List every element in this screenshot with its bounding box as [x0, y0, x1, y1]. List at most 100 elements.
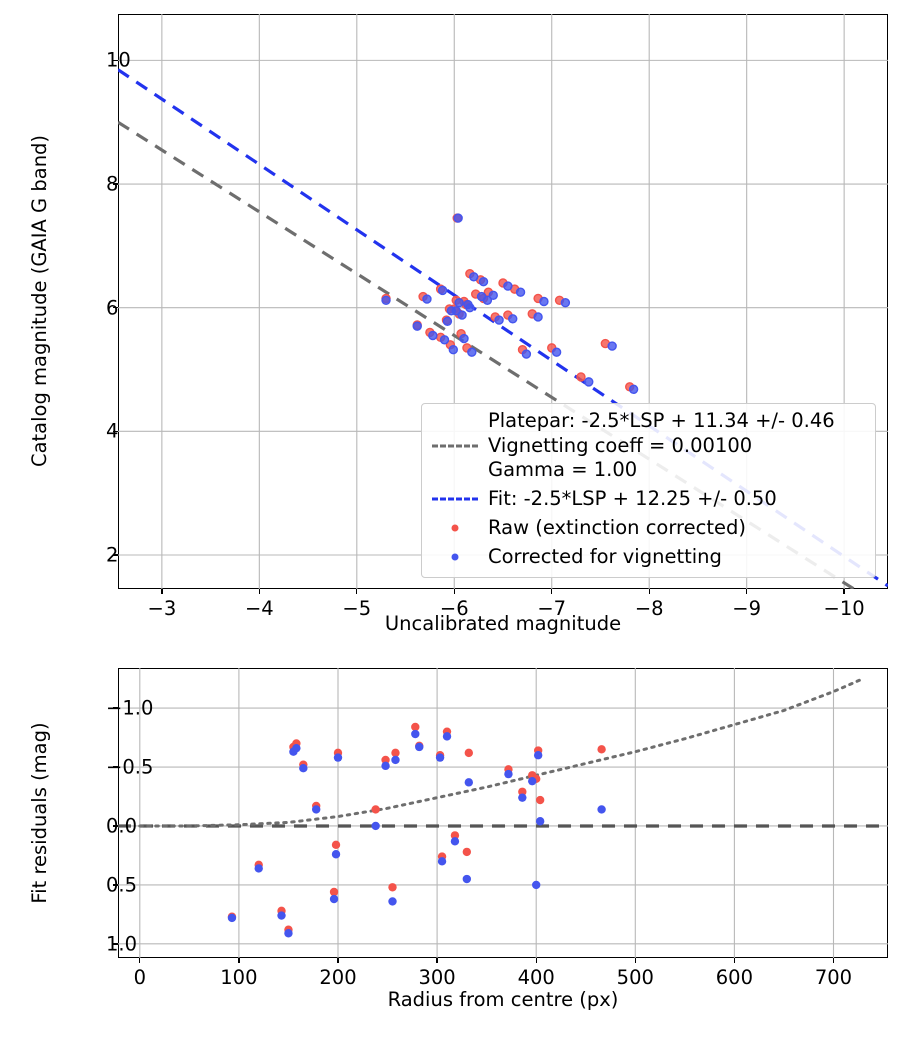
top-panel-legend: Platepar: -2.5*LSP + 11.34 +/- 0.46 Vign… — [421, 403, 876, 578]
x-tickmark — [843, 589, 845, 594]
y-tickmark — [113, 884, 118, 886]
data-point — [597, 805, 606, 814]
data-point — [518, 793, 527, 802]
x-tickmark — [733, 958, 736, 963]
data-point — [329, 887, 339, 897]
legend-row-corrected: Corrected for vignetting — [430, 546, 722, 567]
legend-row-raw: Raw (extinction corrected) — [430, 517, 746, 538]
x-tick-label: 500 — [616, 966, 654, 989]
data-point — [467, 347, 477, 357]
data-point — [442, 732, 452, 741]
data-point — [299, 764, 308, 773]
data-point — [292, 743, 301, 753]
data-point — [584, 377, 594, 387]
legend-row-fit: Fit: -2.5*LSP + 12.25 +/- 0.50 — [430, 488, 777, 509]
legend-handle-vignetting — [430, 436, 480, 456]
data-point — [415, 742, 424, 752]
data-point — [388, 883, 397, 892]
data-point — [607, 341, 617, 351]
x-tick-label: 200 — [319, 966, 357, 989]
data-point — [494, 315, 504, 325]
data-point — [518, 787, 527, 796]
data-point — [381, 295, 391, 305]
data-point — [533, 751, 543, 760]
x-tickmark — [648, 589, 650, 594]
x-tickmark — [139, 958, 141, 963]
x-tick-label: −3 — [147, 597, 177, 620]
data-point — [488, 290, 498, 301]
data-point — [284, 929, 293, 938]
y-tickmark — [113, 943, 118, 945]
x-tick-label: −10 — [823, 597, 865, 620]
data-point — [528, 776, 537, 786]
x-tickmark — [238, 958, 240, 963]
legend-handle-fit — [430, 489, 480, 509]
data-point — [464, 778, 474, 787]
bottom-xlabel: Radius from centre (px) — [387, 988, 619, 1011]
data-point — [454, 298, 464, 308]
x-tick-label: 400 — [517, 966, 555, 989]
y-tickmark — [113, 183, 118, 185]
data-point — [428, 330, 438, 341]
data-point — [435, 753, 445, 762]
bottom-ylabel: Fit residuals (mag) — [28, 722, 51, 904]
x-tick-label: −9 — [732, 597, 762, 620]
data-point — [521, 349, 532, 359]
top-xlabel: Uncalibrated magnitude — [384, 612, 622, 635]
red-dot-marker-icon — [451, 524, 459, 532]
data-point — [277, 911, 286, 920]
x-tickmark — [634, 958, 636, 963]
x-tick-label: 100 — [220, 966, 258, 989]
x-tickmark — [832, 958, 835, 963]
x-tick-label: −6 — [439, 597, 469, 620]
data-point — [331, 850, 341, 859]
x-tickmark — [436, 958, 438, 963]
x-tickmark — [161, 589, 163, 594]
data-point — [597, 745, 606, 754]
x-tick-label: −8 — [634, 597, 664, 620]
data-point — [478, 277, 489, 287]
data-point — [412, 321, 422, 331]
data-point — [576, 372, 586, 382]
data-point — [533, 312, 543, 322]
x-tick-label: −7 — [537, 597, 567, 620]
legend-handle-raw — [430, 518, 480, 538]
data-point — [453, 213, 463, 223]
data-point — [469, 272, 479, 282]
plot-line — [138, 677, 865, 828]
legend-label-corrected: Corrected for vignetting — [488, 545, 722, 568]
data-point — [329, 894, 339, 904]
data-point — [439, 335, 450, 345]
y-tickmark — [113, 307, 118, 309]
legend-label-fit: Fit: -2.5*LSP + 12.25 +/- 0.50 — [488, 487, 777, 510]
dashed-line-blue-icon — [432, 497, 478, 501]
data-point — [311, 805, 321, 814]
x-tickmark — [453, 589, 455, 594]
data-point — [333, 753, 343, 762]
legend-label-raw: Raw (extinction corrected) — [488, 516, 746, 539]
y-tickmark — [113, 825, 118, 827]
legend-row-gamma: Gamma = 1.00 — [430, 459, 637, 480]
data-point — [465, 302, 475, 313]
y-tickmark — [113, 554, 118, 556]
data-point — [391, 748, 400, 758]
data-point — [504, 769, 513, 779]
data-point — [371, 821, 380, 831]
data-point — [551, 347, 562, 357]
data-point — [254, 864, 263, 873]
x-tickmark — [337, 958, 339, 963]
legend-row-vignetting-coeff: Vignetting coeff = 0.00100 — [430, 435, 752, 456]
x-tickmark — [746, 589, 748, 594]
x-tickmark — [551, 589, 553, 594]
scatter-series — [227, 722, 606, 934]
data-point — [437, 857, 447, 866]
y-tickmark — [113, 430, 118, 432]
data-point — [482, 295, 493, 305]
y-tickmark — [113, 766, 118, 768]
data-point — [381, 755, 390, 765]
x-tickmark — [258, 589, 260, 594]
data-point — [381, 761, 390, 771]
legend-label-vignetting-coeff: Vignetting coeff = 0.00100 — [488, 434, 753, 457]
x-tickmark — [535, 958, 537, 963]
x-tick-label: 0 — [133, 966, 147, 989]
